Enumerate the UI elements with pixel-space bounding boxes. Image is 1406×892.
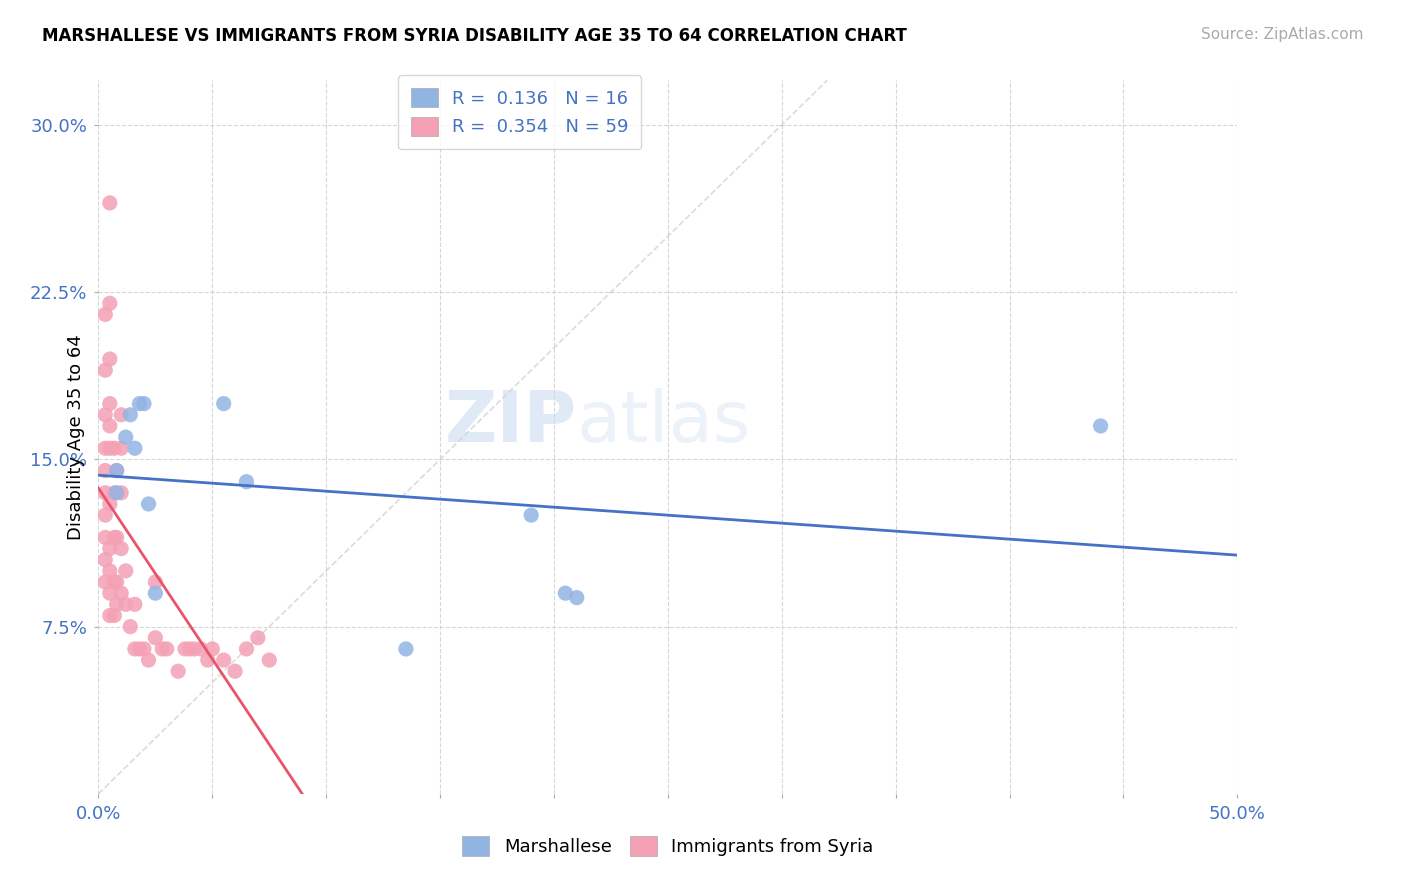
Point (98, 296, 121, 310)
Point (98, 497, 121, 511)
Text: Source: ZipAtlas.com: Source: ZipAtlas.com (1201, 27, 1364, 42)
Point (94, 363, 117, 377)
Point (114, 564, 136, 578)
Point (145, 631, 167, 645)
Point (110, 485, 132, 500)
Point (103, 608, 125, 623)
Legend: Marshallese, Immigrants from Syria: Marshallese, Immigrants from Syria (456, 829, 880, 863)
Point (94, 530, 117, 544)
Point (224, 664, 246, 679)
Point (103, 485, 125, 500)
Point (98, 195, 121, 210)
Point (94, 307, 117, 322)
Point (235, 475, 257, 489)
Point (94, 508, 117, 523)
Point (110, 541, 132, 556)
Point (138, 497, 160, 511)
Point (246, 631, 269, 645)
Point (235, 642, 257, 657)
Point (105, 575, 128, 590)
Point (103, 575, 125, 590)
Point (105, 598, 128, 612)
Point (124, 442, 146, 455)
Point (212, 653, 235, 667)
Point (98, 564, 121, 578)
Point (98, 442, 121, 455)
Point (212, 396, 235, 410)
Text: ZIP: ZIP (444, 388, 576, 458)
Point (98, 396, 121, 410)
Point (138, 653, 160, 667)
Point (179, 642, 201, 657)
Point (110, 408, 132, 422)
Point (201, 642, 224, 657)
Point (94, 442, 117, 455)
Point (105, 485, 128, 500)
Point (145, 586, 167, 600)
Point (120, 408, 142, 422)
Point (98, 541, 121, 556)
Point (94, 552, 117, 567)
Point (395, 642, 418, 657)
Text: MARSHALLESE VS IMMIGRANTS FROM SYRIA DISABILITY AGE 35 TO 64 CORRELATION CHART: MARSHALLESE VS IMMIGRANTS FROM SYRIA DIS… (42, 27, 907, 45)
Point (156, 642, 179, 657)
Text: atlas: atlas (576, 388, 751, 458)
Point (98, 418, 121, 433)
Point (565, 591, 588, 605)
Point (103, 442, 125, 455)
Point (145, 575, 167, 590)
Point (132, 642, 155, 657)
Point (167, 664, 190, 679)
Point (174, 642, 197, 657)
Point (120, 619, 142, 633)
Y-axis label: Disability Age 35 to 64: Disability Age 35 to 64 (66, 334, 84, 540)
Point (114, 430, 136, 444)
Point (98, 608, 121, 623)
Point (94, 408, 117, 422)
Point (98, 586, 121, 600)
Point (1090, 418, 1112, 433)
Point (520, 508, 543, 523)
Point (132, 396, 155, 410)
Point (110, 442, 132, 455)
Point (105, 464, 128, 478)
Point (128, 642, 150, 657)
Point (94, 485, 117, 500)
Point (114, 598, 136, 612)
Point (94, 575, 117, 590)
Point (105, 464, 128, 478)
Point (197, 653, 219, 667)
Point (183, 642, 205, 657)
Point (554, 586, 576, 600)
Point (259, 653, 281, 667)
Point (190, 642, 212, 657)
Point (98, 351, 121, 366)
Point (150, 642, 173, 657)
Point (94, 464, 117, 478)
Point (105, 530, 128, 544)
Point (124, 642, 146, 657)
Point (103, 530, 125, 544)
Point (124, 598, 146, 612)
Point (110, 586, 132, 600)
Point (128, 396, 150, 410)
